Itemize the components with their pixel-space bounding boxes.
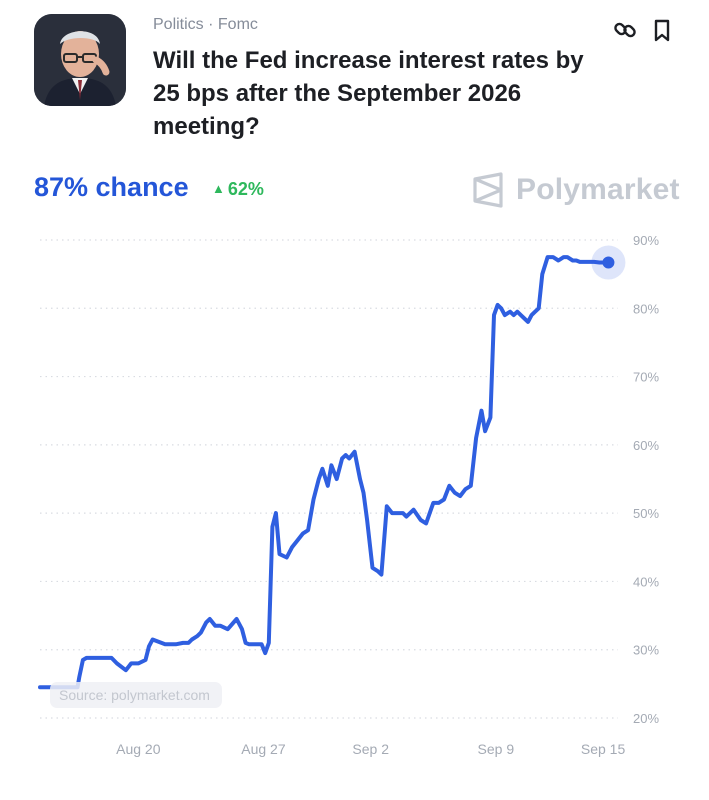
x-tick-label: Sep 15: [581, 741, 626, 757]
y-tick-label: 90%: [633, 233, 659, 248]
x-tick-label: Aug 27: [241, 741, 286, 757]
market-title: Will the Fed increase interest rates by …: [153, 47, 584, 140]
y-tick-label: 60%: [633, 438, 659, 453]
source-label: Source: polymarket.com: [50, 682, 222, 708]
bookmark-icon[interactable]: [648, 16, 676, 44]
y-tick-label: 30%: [633, 643, 659, 658]
polymarket-brand: Polymarket: [472, 168, 680, 212]
chance-delta: ▲ 62%: [212, 179, 264, 200]
y-tick-label: 40%: [633, 574, 659, 589]
y-tick-label: 80%: [633, 301, 659, 316]
brand-name: Polymarket: [516, 173, 680, 206]
x-tick-label: Aug 20: [116, 741, 161, 757]
up-arrow-icon: ▲: [212, 181, 225, 196]
market-category[interactable]: Politics · Fomc: [153, 16, 258, 33]
delta-value: 62%: [227, 179, 264, 199]
polymarket-logo-icon: [473, 172, 503, 208]
x-tick-label: Sep 9: [478, 741, 515, 757]
market-avatar: [34, 14, 126, 106]
current-point: [602, 256, 615, 269]
link-icon[interactable]: [611, 16, 639, 44]
x-tick-label: Sep 2: [352, 741, 389, 757]
y-tick-label: 70%: [633, 370, 659, 385]
chance-percentage: 87% chance: [34, 172, 189, 202]
series-line: [38, 255, 611, 690]
y-tick-label: 50%: [633, 506, 659, 521]
y-tick-label: 20%: [633, 711, 659, 726]
portrait-image: [34, 14, 126, 106]
